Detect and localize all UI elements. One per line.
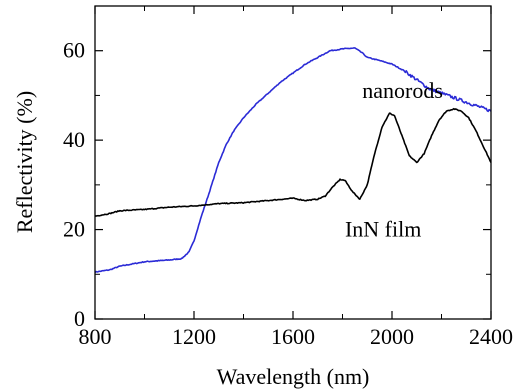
y-axis-label: Reflectivity (%) [12,91,37,233]
annotation-nanorods: nanorods [362,78,443,103]
x-tick-label: 2400 [469,324,513,349]
annotation-inn-film: InN film [345,217,421,242]
series-line-nanorods [94,47,492,274]
series-layer [94,47,492,274]
x-tick-label: 2000 [370,324,414,349]
series-line-inn-film [94,107,492,217]
y-tick-label: 40 [63,127,85,152]
ticks-layer [94,6,492,320]
x-tick-label: 1600 [271,324,315,349]
x-tick-label: 1200 [172,324,216,349]
tick-labels: 800 1200 1600 2000 2400 0 20 40 60 [63,38,513,349]
x-axis-label: Wavelength (nm) [217,364,370,389]
y-tick-label: 0 [74,306,85,331]
plot-frame [94,5,492,320]
y-tick-label: 60 [63,38,85,63]
x-tick-label: 800 [79,324,112,349]
y-tick-label: 20 [63,217,85,242]
annotations: nanorods InN film [345,78,443,242]
